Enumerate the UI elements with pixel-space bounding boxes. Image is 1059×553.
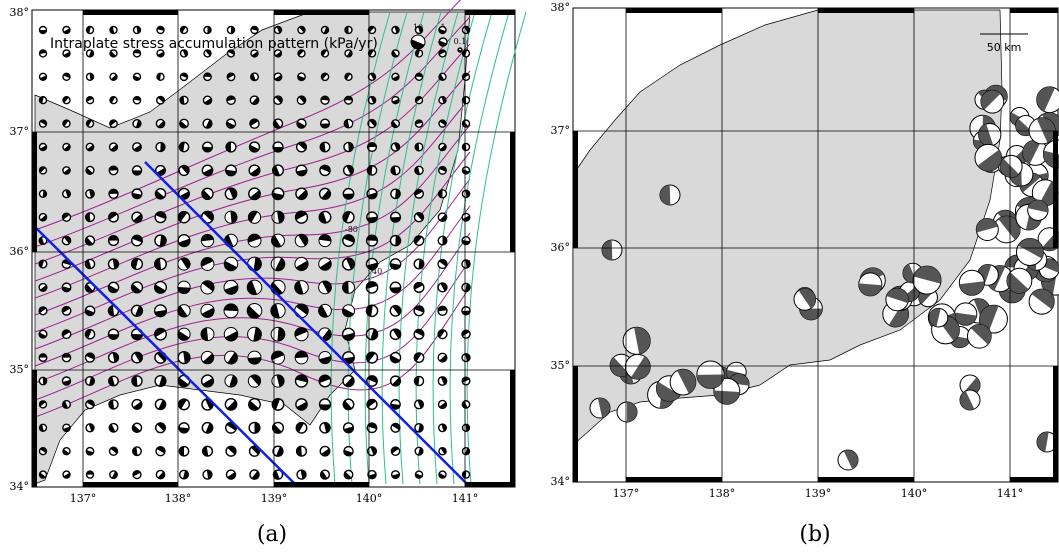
lat-label: 37° (10, 125, 30, 138)
border-segment (274, 10, 369, 15)
border-segment (83, 482, 178, 487)
border-segment (510, 132, 515, 252)
lon-label: 140° (356, 492, 383, 505)
lat-label: 37° (551, 124, 571, 137)
lon-label: 138° (165, 492, 192, 505)
lat-label: 36° (551, 241, 571, 254)
border-segment (1010, 477, 1058, 482)
lon-label: 139° (261, 492, 288, 505)
border-segment (573, 131, 578, 248)
border-segment (1010, 8, 1058, 13)
border-segment (83, 10, 178, 15)
border-segment (510, 370, 515, 487)
border-segment (32, 132, 37, 252)
lon-label: 138° (709, 487, 736, 500)
lat-label: 34° (10, 480, 30, 493)
lon-label: 137° (613, 487, 640, 500)
map-title: Intraplate stress accumulation pattern (… (50, 36, 378, 52)
lon-label: 139° (805, 487, 832, 500)
lat-label: 35° (551, 359, 571, 372)
border-segment (465, 482, 515, 487)
legend-scale-label: 0.1 (454, 37, 467, 46)
lat-label: 34° (551, 475, 571, 488)
lat-label: 36° (10, 245, 30, 258)
border-segment (1053, 131, 1058, 248)
scale-bar-label: 50 km (987, 41, 1022, 54)
panel-a: Intraplate stress accumulation pattern (… (10, 0, 527, 547)
lon-label: 141° (452, 492, 479, 505)
lat-label: 38° (10, 6, 30, 19)
border-segment (32, 370, 37, 487)
border-segment (573, 366, 578, 482)
figure: Intraplate stress accumulation pattern (… (0, 0, 1059, 553)
lat-label: 35° (10, 363, 30, 376)
border-segment (626, 477, 722, 482)
border-segment (818, 477, 914, 482)
lon-label: 140° (901, 487, 928, 500)
lat-label: 38° (551, 1, 571, 14)
panel-label: (a) (257, 522, 287, 547)
border-segment (626, 8, 722, 13)
border-segment (1053, 366, 1058, 482)
border-segment (274, 482, 369, 487)
page: Intraplate stress accumulation pattern (… (0, 0, 1059, 553)
border-segment (465, 10, 515, 15)
lon-label: 137° (70, 492, 97, 505)
panel-b: 50 km (b) 137° 138° 139° 140° 141° 38° 37° 36° 3… (551, 1, 1059, 547)
border-segment (818, 8, 914, 13)
lon-label: 141° (997, 487, 1024, 500)
panel-label: (b) (799, 522, 830, 547)
